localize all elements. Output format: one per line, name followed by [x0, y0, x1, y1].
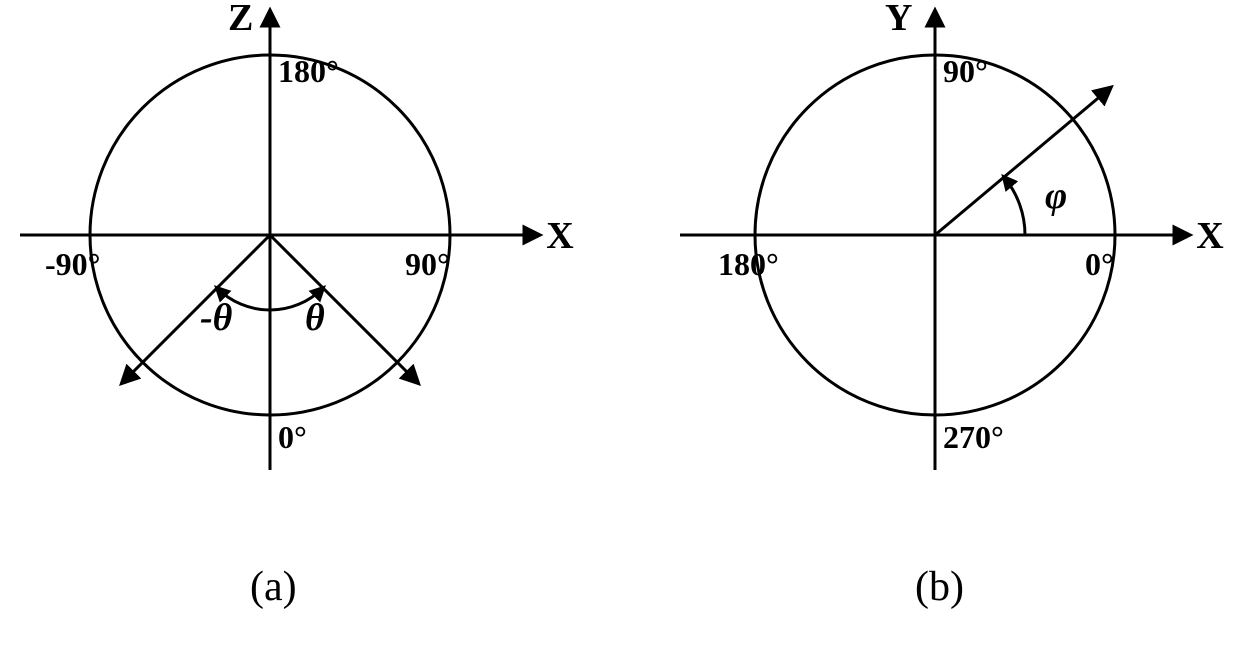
angle-label-a-3: -90°	[45, 246, 100, 282]
angle-label-b-2: 0°	[1085, 246, 1114, 282]
angle-arc-label-b-0: φ	[1045, 175, 1067, 217]
angle-label-b-3: 180°	[718, 246, 779, 282]
caption-b: (b)	[915, 564, 964, 610]
angle-label-b-0: 90°	[943, 53, 988, 89]
angle-label-a-1: 0°	[278, 419, 307, 455]
angle-arc-label-a-1: -θ	[200, 297, 233, 339]
angle-arc-label-a-0: θ	[305, 297, 325, 339]
angle-label-b-1: 270°	[943, 419, 1004, 455]
svg-text:X: X	[546, 215, 573, 257]
svg-text:Y: Y	[885, 0, 912, 39]
angle-arc-b-0	[1004, 177, 1025, 235]
caption-a: (a)	[250, 564, 297, 610]
svg-text:X: X	[1196, 215, 1223, 257]
svg-text:Z: Z	[228, 0, 253, 39]
angle-label-a-2: 90°	[405, 246, 450, 282]
angle-label-a-0: 180°	[278, 53, 339, 89]
